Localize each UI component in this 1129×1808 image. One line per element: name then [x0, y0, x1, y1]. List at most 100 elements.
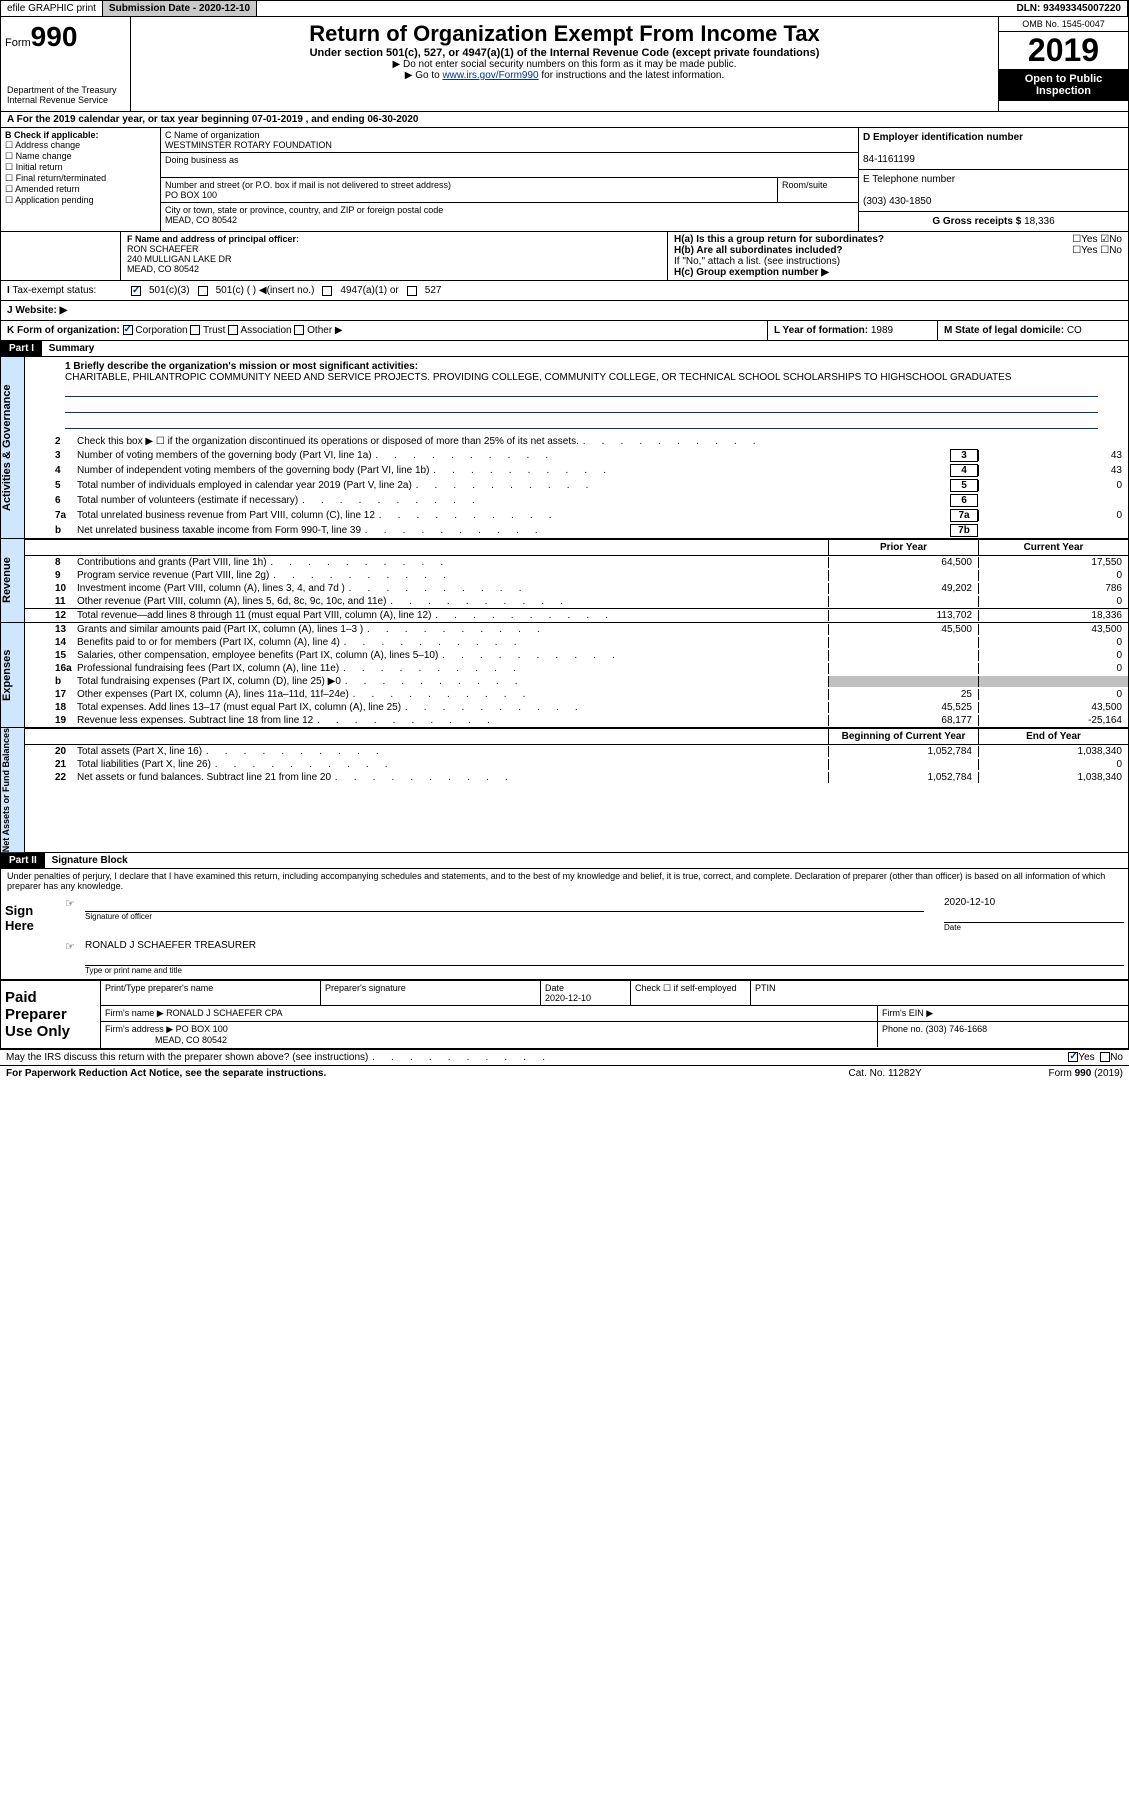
gov-line-2: 2Check this box ▶ ☐ if the organization …: [25, 435, 1128, 448]
exp-sidebar: Expenses: [1, 623, 25, 727]
top-bar: efile GRAPHIC print Submission Date - 20…: [0, 0, 1129, 17]
ha-label: H(a) Is this a group return for subordin…: [674, 234, 884, 245]
line-22: 22Net assets or fund balances. Subtract …: [25, 771, 1128, 784]
curr-year-header: Current Year: [978, 540, 1128, 555]
officer-typed-name: RONALD J SCHAEFER TREASURER: [85, 940, 256, 951]
paid-preparer-block: Paid Preparer Use Only Print/Type prepar…: [0, 980, 1129, 1049]
line-10: 10Investment income (Part VIII, column (…: [25, 582, 1128, 595]
discuss-no-checkbox[interactable]: [1100, 1052, 1110, 1062]
typed-name-label: Type or print name and title: [85, 965, 1124, 975]
officer-row: F Name and address of principal officer:…: [0, 232, 1129, 281]
irs-link[interactable]: www.irs.gov/Form990: [442, 70, 538, 81]
firm-ein-label: Firm's EIN ▶: [878, 1006, 1128, 1021]
sig-date-label: Date: [944, 922, 1124, 932]
line-18: 18Total expenses. Add lines 13–17 (must …: [25, 701, 1128, 714]
gov-line-3: 3Number of voting members of the governi…: [25, 448, 1128, 463]
room-label: Room/suite: [782, 180, 828, 190]
perjury-decl: Under penalties of perjury, I declare th…: [1, 869, 1128, 893]
501c3-checkbox[interactable]: [131, 286, 141, 296]
line-19: 19Revenue less expenses. Subtract line 1…: [25, 714, 1128, 727]
officer-sig-label: Signature of officer: [85, 911, 924, 921]
501c-checkbox[interactable]: [198, 286, 208, 296]
form-990-label: Form990: [5, 21, 126, 53]
firm-phone: (303) 746-1668: [926, 1024, 988, 1034]
officer-addr2: MEAD, CO 80542: [127, 264, 199, 274]
line-11: 11Other revenue (Part VIII, column (A), …: [25, 595, 1128, 608]
dln-label: DLN: 93493345007220: [1010, 1, 1128, 16]
line-8: 8Contributions and grants (Part VIII, li…: [25, 556, 1128, 569]
discuss-row: May the IRS discuss this return with the…: [0, 1049, 1129, 1065]
po-box: PO BOX 100: [165, 190, 217, 200]
self-emp-header: Check ☐ if self-employed: [631, 981, 751, 1005]
part1-header: Part I Summary: [0, 341, 1129, 357]
period-row: A For the 2019 calendar year, or tax yea…: [0, 112, 1129, 128]
dept-label: Department of the Treasury Internal Reve…: [5, 83, 126, 107]
gov-line-4: 4Number of independent voting members of…: [25, 463, 1128, 478]
line-15: 15Salaries, other compensation, employee…: [25, 649, 1128, 662]
other-checkbox[interactable]: [294, 325, 304, 335]
line-b: bTotal fundraising expenses (Part IX, co…: [25, 675, 1128, 688]
gov-line-6: 6Total number of volunteers (estimate if…: [25, 493, 1128, 508]
netassets-section: Net Assets or Fund Balances Beginning of…: [0, 728, 1129, 853]
box-b: B Check if applicable: ☐ Address change …: [1, 128, 161, 231]
tax-year: 2019: [999, 32, 1128, 69]
line-21: 21Total liabilities (Part X, line 26)0: [25, 758, 1128, 771]
prep-name-header: Print/Type preparer's name: [101, 981, 321, 1005]
klm-row: K Form of organization: Corporation Trus…: [0, 321, 1129, 341]
ptin-header: PTIN: [751, 981, 1128, 1005]
submission-date-button[interactable]: Submission Date - 2020-12-10: [103, 1, 257, 16]
discuss-yes-checkbox[interactable]: [1068, 1052, 1078, 1062]
website-row: J Website: ▶: [0, 301, 1129, 321]
officer-name: RON SCHAEFER: [127, 244, 199, 254]
hb-label: H(b) Are all subordinates included?: [674, 245, 843, 256]
corp-checkbox[interactable]: [123, 325, 133, 335]
phone-label: E Telephone number: [863, 174, 955, 185]
gross-label: G Gross receipts $: [932, 216, 1021, 227]
firm-name: RONALD J SCHAEFER CPA: [166, 1008, 282, 1018]
officer-addr1: 240 MULLIGAN LAKE DR: [127, 254, 232, 264]
rev-sidebar: Revenue: [1, 539, 25, 622]
entity-section: B Check if applicable: ☐ Address change …: [0, 128, 1129, 232]
mission-label: 1 Briefly describe the organization's mi…: [65, 361, 418, 372]
line-16a: 16aProfessional fundraising fees (Part I…: [25, 662, 1128, 675]
paid-prep-label: Paid Preparer Use Only: [1, 981, 101, 1048]
governance-section: Activities & Governance 1 Briefly descri…: [0, 357, 1129, 539]
form-title: Return of Organization Exempt From Incom…: [135, 21, 994, 47]
link-note: ▶ Go to www.irs.gov/Form990 for instruct…: [135, 70, 994, 81]
line-12: 12Total revenue—add lines 8 through 11 (…: [25, 608, 1128, 622]
open-public-label: Open to Public Inspection: [999, 69, 1128, 101]
boy-header: Beginning of Current Year: [828, 729, 978, 744]
gov-sidebar: Activities & Governance: [1, 357, 25, 538]
sign-here-label: Sign Here: [1, 893, 61, 979]
gross-value: 18,336: [1024, 216, 1055, 227]
ein-label: D Employer identification number: [863, 132, 1023, 143]
eoy-header: End of Year: [978, 729, 1128, 744]
city-label: City or town, state or province, country…: [165, 205, 443, 215]
gov-line-5: 5Total number of individuals employed in…: [25, 478, 1128, 493]
line-13: 13Grants and similar amounts paid (Part …: [25, 623, 1128, 636]
sig-date: 2020-12-10: [944, 897, 995, 908]
gov-line-7a: 7aTotal unrelated business revenue from …: [25, 508, 1128, 523]
footer-row: For Paperwork Reduction Act Notice, see …: [0, 1065, 1129, 1081]
net-sidebar: Net Assets or Fund Balances: [1, 728, 25, 852]
line-17: 17Other expenses (Part IX, column (A), l…: [25, 688, 1128, 701]
mission-text: CHARITABLE, PHILANTROPIC COMMUNITY NEED …: [65, 372, 1011, 383]
assoc-checkbox[interactable]: [228, 325, 238, 335]
hc-label: H(c) Group exemption number ▶: [674, 267, 829, 278]
prep-sig-header: Preparer's signature: [321, 981, 541, 1005]
dba-label: Doing business as: [165, 155, 239, 165]
ssn-note: ▶ Do not enter social security numbers o…: [135, 59, 994, 70]
signature-block: Under penalties of perjury, I declare th…: [0, 869, 1129, 980]
trust-checkbox[interactable]: [190, 325, 200, 335]
527-checkbox[interactable]: [407, 286, 417, 296]
4947-checkbox[interactable]: [322, 286, 332, 296]
firm-addr: PO BOX 100: [176, 1024, 228, 1034]
tax-status-row: I Tax-exempt status: 501(c)(3) 501(c) ( …: [0, 281, 1129, 301]
revenue-section: Revenue Prior Year Current Year 8Contrib…: [0, 539, 1129, 623]
form-subtitle: Under section 501(c), 527, or 4947(a)(1)…: [135, 47, 994, 59]
gov-line-b: bNet unrelated business taxable income f…: [25, 523, 1128, 538]
prior-year-header: Prior Year: [828, 540, 978, 555]
expenses-section: Expenses 13Grants and similar amounts pa…: [0, 623, 1129, 728]
phone-value: (303) 430-1850: [863, 196, 931, 207]
line-14: 14Benefits paid to or for members (Part …: [25, 636, 1128, 649]
